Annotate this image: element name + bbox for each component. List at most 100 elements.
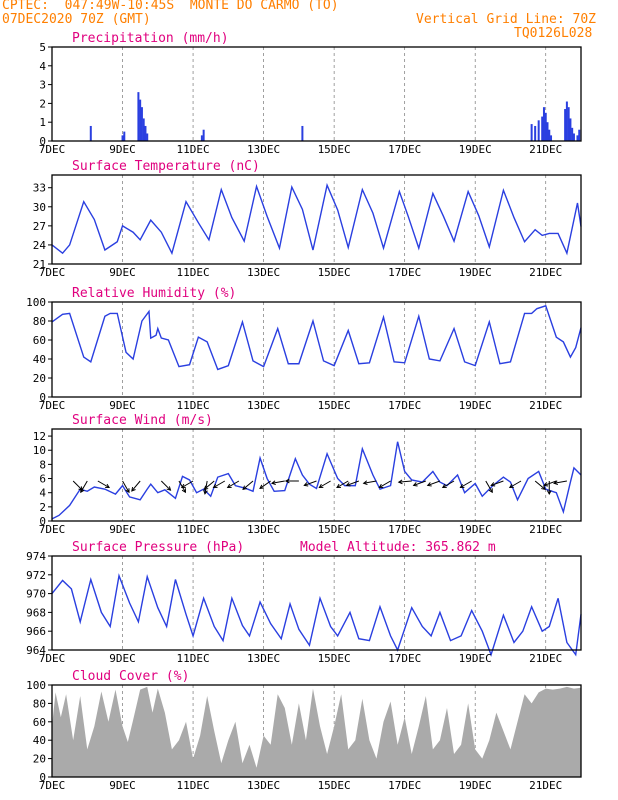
x-tick-label: 19DEC: [459, 652, 492, 665]
x-tick-label: 15DEC: [318, 652, 351, 665]
precip-bar: [569, 118, 572, 141]
wind-arrow: [345, 480, 359, 487]
x-tick-label: 17DEC: [388, 652, 421, 665]
precip-bar: [550, 135, 553, 141]
y-tick-label: 0: [39, 135, 46, 148]
x-tick-label: 11DEC: [177, 143, 210, 156]
y-tick-label: 1: [39, 116, 46, 129]
wind-arrow: [270, 480, 285, 486]
x-tick-label: 21DEC: [529, 143, 562, 156]
y-tick-label: 2: [39, 501, 46, 514]
wind-arrow: [362, 480, 377, 486]
y-tick-label: 100: [26, 679, 46, 692]
x-tick-label: 21DEC: [529, 652, 562, 665]
x-tick-label: 19DEC: [459, 143, 492, 156]
precip-bar: [139, 99, 142, 141]
wind-arrow: [131, 480, 141, 492]
cloud-cover-panel: 0 20 40 60 80 100 7DEC 9DEC 11DEC 13DEC 15DEC 17DEC…: [26, 669, 582, 792]
y-tick-label: 5: [39, 41, 46, 54]
precipitation-panel: 0 1 2 3 4 5 7DEC 9DEC 11DEC 13DEC 15DEC 17DEC 19DEC 2…: [39, 31, 582, 156]
x-tick-label: 9DEC: [109, 266, 136, 279]
x-tick-label: 9DEC: [109, 143, 136, 156]
precip-bar: [144, 125, 147, 141]
y-tick-label: 968: [26, 606, 46, 619]
precip-bar: [548, 129, 551, 141]
precip-bar: [89, 125, 92, 141]
y-tick-label: 20: [33, 753, 46, 766]
x-tick-label: 15DEC: [318, 266, 351, 279]
precip-bar: [530, 124, 533, 141]
precip-bar: [200, 135, 203, 141]
x-tick-label: 13DEC: [247, 652, 280, 665]
y-tick-label: 33: [33, 182, 46, 195]
x-tick-label: 11DEC: [177, 652, 210, 665]
precip-bar: [537, 120, 540, 141]
cloud-cover-area: [52, 686, 581, 777]
y-tick-label: 20: [33, 372, 46, 385]
y-tick-label: 21: [33, 258, 46, 271]
wind-arrow: [97, 480, 111, 489]
precip-bar: [137, 92, 140, 141]
header-date: 07DEC2020 70Z (GMT): [2, 12, 151, 27]
wind-arrow: [318, 480, 331, 489]
precip-bar: [202, 129, 205, 141]
cloud-cover-title: Cloud Cover (%): [72, 669, 189, 684]
y-tick-label: 30: [33, 201, 46, 214]
precip-bar: [546, 122, 549, 141]
x-tick-label: 13DEC: [247, 779, 280, 792]
wind-arrow: [426, 480, 441, 487]
wind-arrow: [490, 480, 504, 487]
y-tick-label: 964: [26, 644, 46, 657]
x-tick-label: 15DEC: [318, 523, 351, 536]
x-tick-label: 19DEC: [459, 266, 492, 279]
wind-arrow: [303, 480, 317, 487]
model-altitude-label: Model Altitude: 365.862 m: [300, 540, 496, 555]
wind-arrow: [212, 480, 226, 489]
wind-arrow: [397, 479, 412, 485]
x-tick-label: 11DEC: [177, 266, 210, 279]
y-tick-label: 3: [39, 79, 46, 92]
x-tick-label: 7DEC: [39, 523, 66, 536]
y-tick-label: 27: [33, 220, 46, 233]
header-grid-note: Vertical Grid Line: 70Z: [416, 12, 597, 27]
wind-arrow: [80, 480, 88, 494]
y-tick-label: 4: [39, 60, 46, 73]
x-tick-label: 17DEC: [388, 779, 421, 792]
x-tick-label: 9DEC: [109, 399, 136, 412]
y-tick-label: 970: [26, 588, 46, 601]
precip-bar: [567, 107, 570, 141]
x-tick-label: 7DEC: [39, 143, 66, 156]
surface-temperature-title: Surface Temperature (nC): [72, 159, 260, 174]
y-tick-label: 972: [26, 569, 46, 582]
wind-arrow: [122, 480, 130, 494]
wind-arrow: [441, 480, 455, 489]
x-tick-label: 15DEC: [318, 399, 351, 412]
x-tick-label: 17DEC: [388, 399, 421, 412]
wind-arrow: [203, 480, 215, 491]
y-tick-label: 8: [39, 458, 46, 471]
precip-bar: [572, 133, 575, 141]
y-tick-label: 0: [39, 515, 46, 528]
y-tick-label: 24: [33, 239, 47, 252]
wind-arrow: [412, 480, 426, 487]
relative-humidity-line: [51, 304, 582, 371]
x-tick-label: 7DEC: [39, 652, 66, 665]
precip-bar: [576, 135, 579, 141]
y-tick-label: 80: [33, 697, 46, 710]
x-tick-label: 17DEC: [388, 266, 421, 279]
wind-arrow: [378, 480, 391, 489]
x-tick-label: 9DEC: [109, 652, 136, 665]
y-tick-label: 6: [39, 473, 46, 486]
x-tick-label: 13DEC: [247, 399, 280, 412]
header-station: CPTEC: 047:49W-10:45S MONTE DO CARMO (TO…: [2, 0, 339, 13]
wind-arrow: [508, 480, 522, 489]
x-tick-label: 11DEC: [177, 399, 210, 412]
x-tick-label: 17DEC: [388, 523, 421, 536]
precip-bar: [564, 109, 567, 141]
x-tick-label: 21DEC: [529, 779, 562, 792]
precip-bar: [578, 129, 581, 141]
y-tick-label: 40: [33, 353, 46, 366]
relative-humidity-panel: 0 20 40 60 80 100 7DEC 9DEC 11DEC 13DEC 15DEC 17DEC…: [26, 286, 582, 412]
